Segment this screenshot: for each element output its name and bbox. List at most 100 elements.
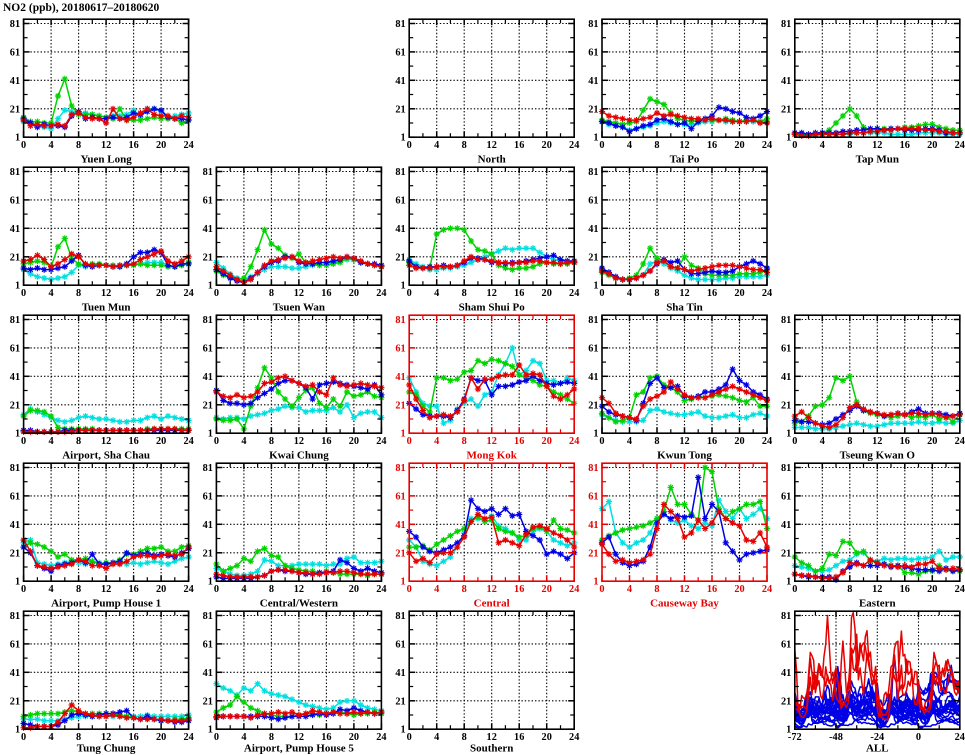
svg-text:4: 4: [241, 584, 246, 595]
svg-text:20: 20: [542, 288, 552, 299]
svg-text:20: 20: [734, 584, 744, 595]
svg-text:16: 16: [321, 436, 331, 447]
svg-text:61: 61: [781, 491, 791, 502]
svg-text:20: 20: [734, 288, 744, 299]
svg-text:4: 4: [820, 584, 825, 595]
svg-text:4: 4: [820, 140, 825, 151]
svg-text:20: 20: [927, 436, 937, 447]
svg-text:0: 0: [792, 584, 797, 595]
svg-text:24: 24: [955, 140, 965, 151]
svg-text:81: 81: [10, 167, 20, 178]
svg-text:4: 4: [627, 288, 632, 299]
svg-text:4: 4: [434, 140, 439, 151]
svg-text:24: 24: [183, 288, 193, 299]
svg-text:1: 1: [593, 429, 598, 440]
svg-text:20: 20: [349, 288, 359, 299]
svg-text:16: 16: [514, 584, 524, 595]
svg-text:24: 24: [183, 436, 193, 447]
svg-text:12: 12: [294, 732, 304, 743]
svg-text:41: 41: [395, 668, 405, 679]
svg-text:-24: -24: [870, 732, 884, 743]
svg-text:24: 24: [762, 436, 772, 447]
svg-text:81: 81: [203, 611, 213, 622]
svg-text:1: 1: [786, 429, 791, 440]
svg-text:12: 12: [487, 584, 497, 595]
svg-text:4: 4: [241, 288, 246, 299]
svg-text:24: 24: [955, 584, 965, 595]
svg-text:8: 8: [462, 436, 467, 447]
svg-text:8: 8: [269, 288, 274, 299]
svg-text:Central/Western: Central/Western: [260, 598, 338, 610]
svg-text:81: 81: [395, 315, 405, 326]
svg-text:16: 16: [900, 436, 910, 447]
svg-text:0: 0: [214, 732, 219, 743]
svg-text:20: 20: [927, 140, 937, 151]
svg-text:24: 24: [376, 436, 386, 447]
svg-text:24: 24: [762, 584, 772, 595]
svg-text:12: 12: [679, 140, 689, 151]
svg-text:81: 81: [781, 463, 791, 474]
svg-text:1: 1: [15, 281, 20, 292]
svg-text:1: 1: [786, 577, 791, 588]
svg-text:0: 0: [214, 288, 219, 299]
svg-text:81: 81: [395, 463, 405, 474]
svg-text:20: 20: [542, 436, 552, 447]
svg-text:21: 21: [10, 696, 20, 707]
svg-text:0: 0: [599, 436, 604, 447]
svg-text:24: 24: [376, 288, 386, 299]
svg-text:61: 61: [588, 47, 598, 58]
svg-text:41: 41: [10, 668, 20, 679]
svg-text:4: 4: [241, 732, 246, 743]
svg-text:16: 16: [900, 584, 910, 595]
svg-text:24: 24: [762, 288, 772, 299]
svg-text:81: 81: [781, 19, 791, 30]
svg-text:41: 41: [781, 372, 791, 383]
svg-text:16: 16: [128, 732, 138, 743]
svg-text:Sham Shui Po: Sham Shui Po: [459, 302, 526, 314]
svg-text:12: 12: [294, 436, 304, 447]
svg-text:12: 12: [872, 436, 882, 447]
svg-text:0: 0: [407, 288, 412, 299]
svg-text:Tseung Kwan O: Tseung Kwan O: [840, 450, 916, 462]
svg-text:24: 24: [569, 584, 579, 595]
svg-text:16: 16: [321, 584, 331, 595]
svg-text:1: 1: [593, 133, 598, 144]
svg-text:81: 81: [203, 315, 213, 326]
svg-text:41: 41: [395, 520, 405, 531]
svg-text:0: 0: [792, 436, 797, 447]
svg-text:16: 16: [707, 288, 717, 299]
svg-text:Tuen Mun: Tuen Mun: [82, 302, 131, 314]
svg-text:20: 20: [156, 288, 166, 299]
svg-text:Tung Chung: Tung Chung: [77, 743, 136, 755]
svg-text:16: 16: [707, 584, 717, 595]
svg-text:Airport, Sha Chau: Airport, Sha Chau: [62, 450, 150, 462]
svg-text:20: 20: [542, 732, 552, 743]
svg-text:21: 21: [781, 548, 791, 559]
svg-text:41: 41: [395, 224, 405, 235]
svg-text:12: 12: [101, 436, 111, 447]
svg-text:21: 21: [203, 548, 213, 559]
svg-text:1: 1: [208, 429, 213, 440]
svg-text:8: 8: [462, 140, 467, 151]
svg-text:21: 21: [588, 252, 598, 263]
svg-text:61: 61: [395, 491, 405, 502]
svg-text:20: 20: [349, 732, 359, 743]
svg-text:12: 12: [679, 288, 689, 299]
svg-text:16: 16: [128, 436, 138, 447]
svg-text:0: 0: [21, 288, 26, 299]
svg-text:81: 81: [10, 463, 20, 474]
svg-text:0: 0: [599, 584, 604, 595]
svg-text:21: 21: [781, 104, 791, 115]
svg-text:8: 8: [462, 584, 467, 595]
svg-text:1: 1: [15, 133, 20, 144]
svg-text:21: 21: [395, 400, 405, 411]
svg-text:Airport, Pump House 5: Airport, Pump House 5: [244, 743, 355, 755]
svg-text:41: 41: [203, 668, 213, 679]
svg-text:4: 4: [434, 288, 439, 299]
svg-text:0: 0: [407, 584, 412, 595]
svg-text:81: 81: [10, 611, 20, 622]
svg-text:21: 21: [203, 252, 213, 263]
svg-text:1: 1: [401, 133, 406, 144]
svg-text:8: 8: [462, 732, 467, 743]
svg-text:61: 61: [781, 47, 791, 58]
